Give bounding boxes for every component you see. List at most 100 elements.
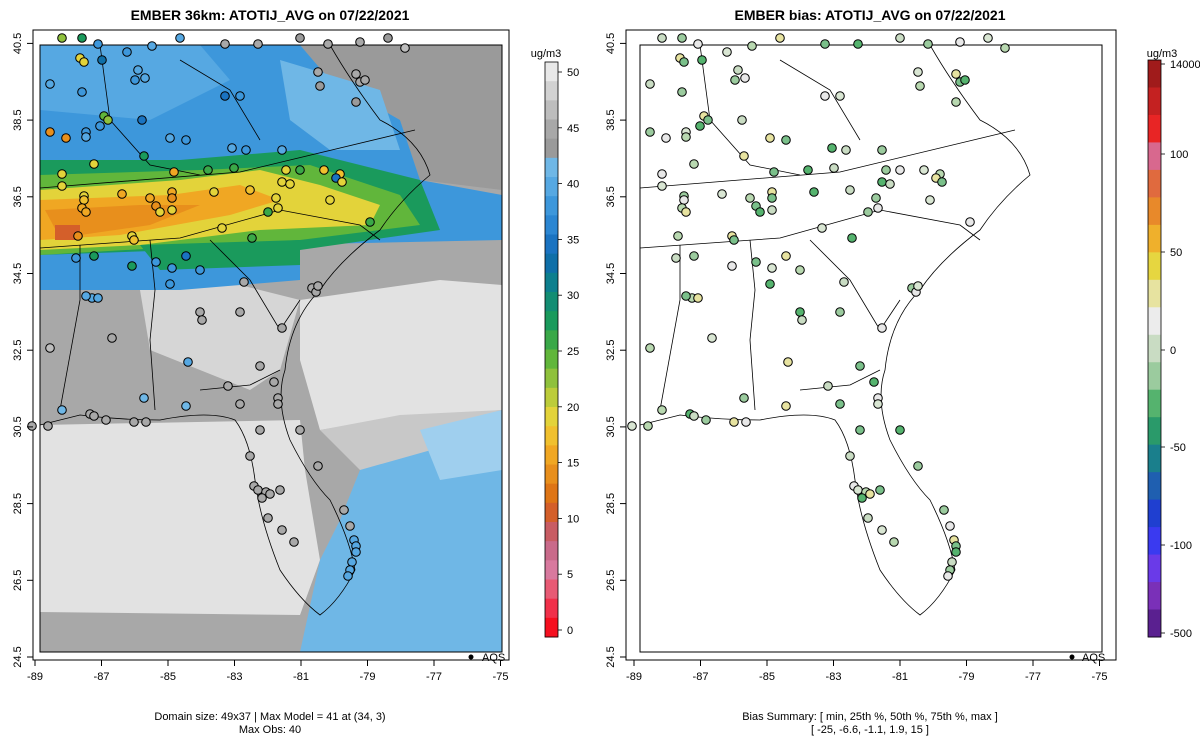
y-tick-label: 38.5 (12, 109, 24, 130)
station-marker (97, 55, 107, 65)
station-marker (693, 39, 703, 49)
station-marker (255, 361, 265, 371)
left-plot-frame (32, 29, 510, 661)
station-marker (313, 281, 323, 291)
station-marker (829, 163, 839, 173)
y-tick-label: 34.5 (12, 263, 24, 284)
right-legend-dot (1069, 654, 1075, 660)
colorbar-tick-label: 50 (567, 67, 579, 79)
station-marker (93, 293, 103, 303)
colorbar-swatch (545, 100, 558, 120)
station-marker (783, 357, 793, 367)
station-marker (89, 159, 99, 169)
station-marker (855, 361, 865, 371)
station-marker (57, 181, 67, 191)
colorbar-swatch (545, 464, 558, 485)
station-marker (689, 411, 699, 421)
station-marker (645, 79, 655, 89)
station-marker (89, 251, 99, 261)
right-footer-1: Bias Summary: [ min, 25th %, 50th %, 75t… (742, 711, 998, 723)
station-marker (81, 132, 91, 142)
station-marker (765, 133, 775, 143)
station-marker (681, 207, 691, 217)
station-marker (983, 33, 993, 43)
station-marker (239, 277, 249, 287)
station-marker (885, 179, 895, 189)
colorbar-swatch (545, 62, 558, 82)
station-marker (147, 41, 157, 51)
station-marker (127, 261, 137, 271)
station-marker (835, 399, 845, 409)
colorbar-tick-label: -500 (1170, 628, 1192, 640)
station-marker (345, 521, 355, 531)
colorbar-tick-label: 35 (567, 234, 579, 246)
station-marker (223, 381, 233, 391)
right-panel: EMBER bias: ATOTIJ_AVG on 07/22/2021 -89… (605, 7, 1200, 736)
station-marker (877, 177, 887, 187)
station-marker (781, 401, 791, 411)
station-marker (781, 251, 791, 261)
station-marker (722, 47, 732, 57)
station-marker (253, 39, 263, 49)
station-marker (681, 132, 691, 142)
colorbar-swatch (545, 253, 558, 274)
station-marker (707, 333, 717, 343)
station-marker (165, 133, 175, 143)
station-marker (181, 135, 191, 145)
station-marker (45, 127, 55, 137)
y-tick-label: 26.5 (605, 570, 617, 591)
colorbar-tick-label: 20 (567, 402, 579, 414)
colorbar-swatch (1148, 334, 1161, 363)
station-marker (247, 233, 257, 243)
right-footer-2: [ -25, -6.6, -1.1, 1.9, 15 ] (811, 724, 929, 736)
colorbar-swatch (1148, 307, 1161, 336)
station-marker (43, 421, 53, 431)
station-marker (257, 493, 267, 503)
station-marker (703, 115, 713, 125)
station-marker (360, 75, 370, 85)
x-tick-label: -77 (426, 671, 442, 683)
station-marker (203, 165, 213, 175)
station-marker (881, 165, 891, 175)
colorbar-tick-label: 0 (1170, 345, 1176, 357)
station-marker (923, 39, 933, 49)
colorbar-swatch (545, 215, 558, 235)
station-marker (220, 91, 230, 101)
colorbar-swatch (1148, 224, 1161, 253)
station-marker (913, 461, 923, 471)
station-marker (769, 167, 779, 177)
x-tick-label: -81 (892, 671, 908, 683)
colorbar-swatch (1148, 582, 1161, 611)
station-marker (960, 75, 970, 85)
station-marker (925, 195, 935, 205)
x-tick-label: -75 (493, 671, 509, 683)
colorbar-tick-label: 45 (567, 123, 579, 135)
y-tick-label: 30.5 (605, 416, 617, 437)
colorbar-swatch (545, 196, 558, 216)
station-marker (141, 417, 151, 427)
station-marker (737, 115, 747, 125)
station-marker (81, 207, 91, 217)
colorbar-swatch (545, 81, 558, 101)
y-tick-label: 32.5 (12, 339, 24, 360)
station-marker (739, 151, 749, 161)
station-marker (767, 205, 777, 215)
station-marker (165, 279, 175, 289)
station-marker (315, 81, 325, 91)
colorbar-tick-label: 100 (1170, 149, 1188, 161)
station-marker (277, 177, 287, 187)
y-tick-label: 38.5 (605, 109, 617, 130)
y-tick-label: 34.5 (605, 263, 617, 284)
station-marker (129, 417, 139, 427)
left-axes: -89 -87 -85 -83 -81 -79 -77 -75 24.5 26.5 28.5 30.5… (12, 33, 508, 683)
station-marker (695, 121, 705, 131)
colorbar-tick-label: 14000 (1170, 59, 1200, 71)
station-marker (285, 179, 295, 189)
station-marker (77, 33, 87, 43)
station-marker (93, 39, 103, 49)
station-marker (355, 37, 365, 47)
station-marker (169, 167, 179, 177)
y-tick-label: 24.5 (12, 646, 24, 667)
x-tick-label: -87 (693, 671, 709, 683)
